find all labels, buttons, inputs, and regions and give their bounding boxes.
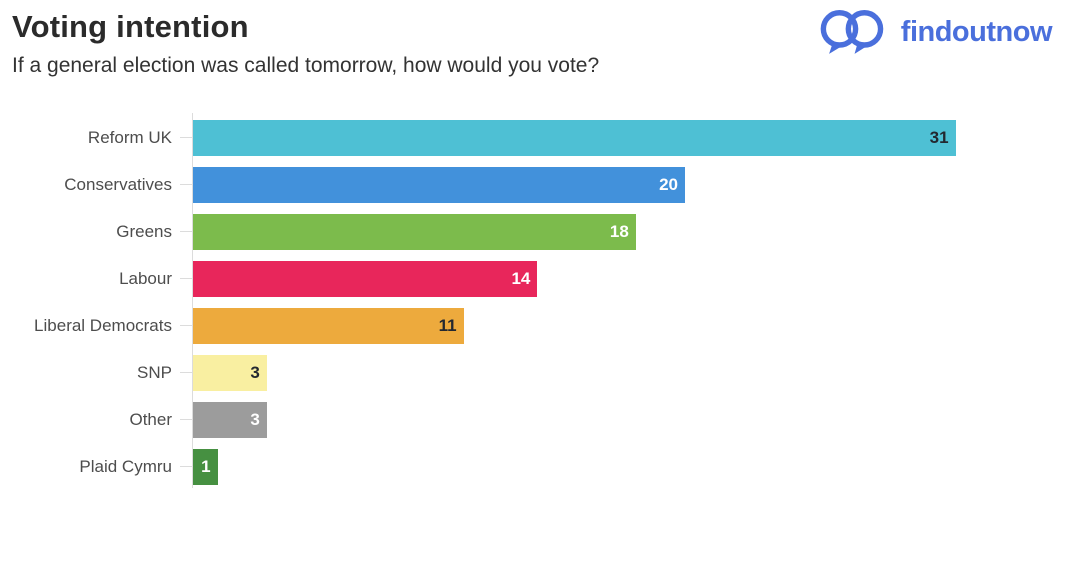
chart-subtitle: If a general election was called tomorro… [12, 54, 600, 78]
chart-rows: Reform UK 31 Conservatives 20 Greens 18 Labour… [0, 119, 1068, 485]
category-label-other: Other [129, 409, 172, 429]
chart-row-other: Other 3 [0, 401, 1068, 438]
bar-area: 3 [192, 354, 1068, 391]
bar-other: 3 [193, 401, 267, 438]
axis-tick [180, 231, 192, 233]
category-label-reform-uk: Reform UK [87, 127, 172, 147]
bar-greens: 18 [193, 213, 636, 250]
findoutnow-bubbles-icon [817, 6, 889, 58]
axis-tick [180, 184, 192, 186]
value-label-snp: 3 [250, 362, 260, 382]
axis-tick [180, 372, 192, 374]
bar-area: 18 [192, 213, 1068, 250]
chart-row-snp: SNP 3 [0, 354, 1068, 391]
bar-area: 31 [192, 119, 1068, 156]
bar-area: 1 [192, 448, 1068, 485]
category-label-plaid-cymru: Plaid Cymru [79, 456, 172, 476]
bar-chart: Reform UK 31 Conservatives 20 Greens 18 Labour… [0, 112, 1068, 488]
bar-conservatives: 20 [193, 166, 685, 203]
value-label-reform-uk: 31 [929, 127, 949, 147]
axis-tick [180, 325, 192, 327]
value-label-liberal-democrats: 11 [438, 315, 457, 335]
value-label-greens: 18 [609, 221, 629, 241]
page-title: Voting intention [12, 9, 249, 44]
category-label-snp: SNP [137, 362, 172, 382]
chart-row-greens: Greens 18 [0, 213, 1068, 250]
bar-reform-uk: 31 [193, 119, 956, 156]
value-label-plaid-cymru: 1 [201, 456, 211, 476]
axis-tick [180, 137, 192, 139]
bar-snp: 3 [193, 354, 267, 391]
bar-liberal-democrats: 11 [193, 307, 464, 344]
chart-row-plaid-cymru: Plaid Cymru 1 [0, 448, 1068, 485]
chart-row-conservatives: Conservatives 20 [0, 166, 1068, 203]
chart-header: Voting intention If a general election w… [0, 0, 1068, 80]
axis-tick [180, 419, 192, 421]
brand-logo: findoutnow [817, 6, 1053, 58]
bar-area: 20 [192, 166, 1068, 203]
y-axis-line [192, 112, 193, 488]
category-label-conservatives: Conservatives [64, 174, 172, 194]
axis-tick [180, 278, 192, 280]
value-label-other: 3 [250, 409, 260, 429]
value-label-conservatives: 20 [659, 174, 678, 194]
bar-area: 3 [192, 401, 1068, 438]
chart-row-labour: Labour 14 [0, 260, 1068, 297]
bar-area: 11 [192, 307, 1068, 344]
bar-labour: 14 [193, 260, 538, 297]
chart-row-reform-uk: Reform UK 31 [0, 119, 1068, 156]
axis-tick [180, 466, 192, 468]
value-label-labour: 14 [511, 268, 531, 288]
chart-row-liberal-democrats: Liberal Democrats 11 [0, 307, 1068, 344]
category-label-labour: Labour [119, 268, 172, 288]
brand-name: findoutnow [900, 15, 1053, 48]
bar-area: 14 [192, 260, 1068, 297]
category-label-greens: Greens [116, 221, 172, 241]
bar-plaid-cymru: 1 [193, 448, 218, 485]
category-label-liberal-democrats: Liberal Democrats [34, 315, 172, 335]
